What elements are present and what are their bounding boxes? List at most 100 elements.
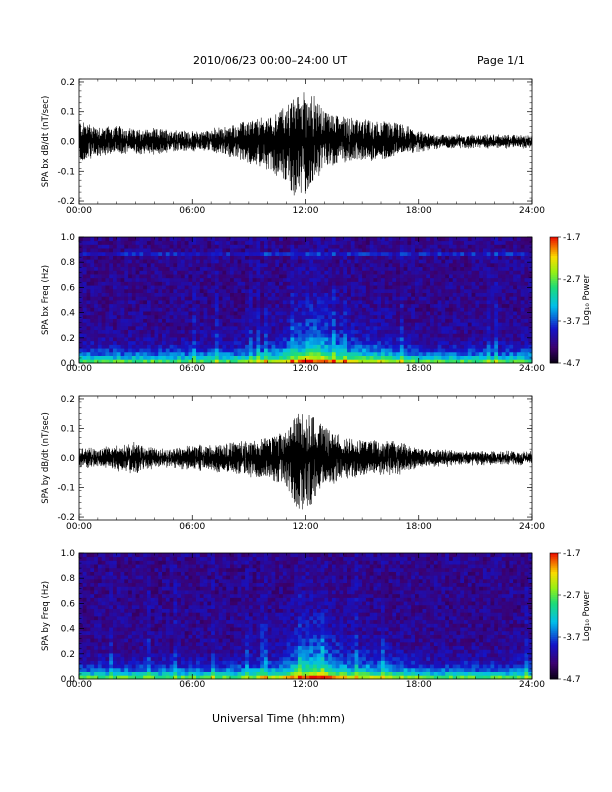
heatmap-cell [279, 333, 284, 338]
heatmap-cell [297, 237, 303, 242]
heatmap-cell [490, 288, 495, 293]
y-tick-label: 0.4 [61, 309, 76, 319]
heatmap-cell [207, 311, 212, 316]
heatmap-cell [101, 314, 106, 319]
heatmap-cell [97, 303, 103, 308]
heatmap-cell [403, 251, 408, 256]
heatmap-cell [218, 329, 223, 334]
heatmap-cell [150, 303, 155, 308]
heatmap-cell [101, 571, 106, 576]
heatmap-cell [505, 359, 510, 364]
heatmap-cell [498, 248, 503, 253]
heatmap-cell [260, 340, 265, 345]
heatmap-cell [411, 311, 416, 316]
heatmap-cell [222, 251, 227, 256]
heatmap-cell [120, 593, 125, 598]
heatmap-cell [411, 348, 416, 353]
heatmap-cell [112, 564, 118, 569]
heatmap-cell [403, 270, 408, 275]
heatmap-cell [252, 292, 257, 297]
heatmap-cell [150, 262, 155, 268]
heatmap-cell [422, 307, 427, 312]
heatmap-cell [90, 619, 95, 624]
heatmap-cell [528, 255, 533, 260]
heatmap-cell [128, 329, 133, 334]
y-tick-label: -0.1 [57, 167, 75, 177]
heatmap-cell [509, 240, 514, 245]
heatmap-cell [350, 351, 355, 356]
heatmap-cell [105, 351, 110, 356]
heatmap-cell [524, 307, 529, 312]
heatmap-cell [373, 288, 378, 293]
colorbar-swatch [550, 283, 558, 286]
heatmap-cell [267, 348, 272, 353]
heatmap-cell [177, 303, 182, 308]
heatmap-cell [94, 240, 99, 245]
heatmap-cell [399, 311, 405, 316]
heatmap-cell [79, 619, 84, 624]
colorbar-swatch [550, 258, 558, 261]
heatmap-cell [354, 318, 359, 323]
heatmap-cell [494, 340, 499, 345]
heatmap-cell [79, 277, 84, 282]
heatmap-cell [452, 355, 457, 360]
heatmap-cell [426, 292, 431, 297]
heatmap-cell [97, 578, 103, 584]
heatmap-cell [513, 266, 518, 271]
heatmap-cell [494, 300, 499, 305]
heatmap-cell [211, 277, 216, 282]
heatmap-cell [392, 281, 397, 286]
heatmap-cell [158, 237, 163, 242]
heatmap-cell [343, 322, 348, 327]
heatmap-cell [177, 337, 182, 342]
heatmap-cell [482, 285, 488, 290]
heatmap-cell [498, 244, 503, 249]
heatmap-cell [479, 292, 484, 297]
heatmap-cell [313, 359, 318, 364]
heatmap-cell [211, 255, 216, 260]
heatmap-cell [188, 288, 193, 293]
heatmap-cell [516, 314, 522, 319]
heatmap-cell [90, 649, 95, 654]
heatmap-cell [456, 355, 461, 360]
heatmap-cell [441, 292, 446, 297]
heatmap-cell [177, 259, 182, 264]
heatmap-cell [331, 244, 337, 249]
heatmap-cell [426, 314, 431, 319]
heatmap-cell [131, 359, 137, 364]
heatmap-cell [377, 288, 382, 293]
heatmap-cell [214, 262, 220, 268]
heatmap-cell [214, 318, 220, 323]
heatmap-cell [226, 340, 231, 345]
heatmap-cell [112, 630, 118, 635]
heatmap-cell [471, 237, 476, 242]
heatmap-cell [305, 281, 310, 286]
heatmap-cell [475, 255, 480, 260]
heatmap-cell [471, 262, 476, 268]
heatmap-cell [139, 259, 144, 264]
heatmap-cell [279, 281, 284, 286]
heatmap-cell [143, 281, 148, 286]
heatmap-cell [230, 314, 235, 319]
heatmap-cell [237, 277, 242, 282]
heatmap-cell [192, 325, 197, 331]
heatmap-cell [328, 244, 333, 249]
heatmap-cell [297, 281, 303, 286]
heatmap-cell [384, 266, 389, 271]
heatmap-cell [392, 348, 397, 353]
x-tick-label: 12:00 [293, 364, 319, 374]
heatmap-cell [101, 240, 106, 245]
heatmap-cell [494, 270, 499, 275]
heatmap-cell [362, 270, 367, 275]
heatmap-cell [498, 340, 503, 345]
heatmap-cell [252, 240, 257, 245]
heatmap-cell [120, 638, 125, 643]
heatmap-cell [218, 314, 223, 319]
heatmap-cell [520, 340, 525, 345]
heatmap-cell [331, 281, 337, 286]
heatmap-cell [86, 616, 91, 621]
heatmap-cell [128, 634, 133, 639]
heatmap-cell [86, 571, 91, 576]
heatmap-cell [230, 359, 235, 364]
heatmap-cell [105, 597, 110, 602]
